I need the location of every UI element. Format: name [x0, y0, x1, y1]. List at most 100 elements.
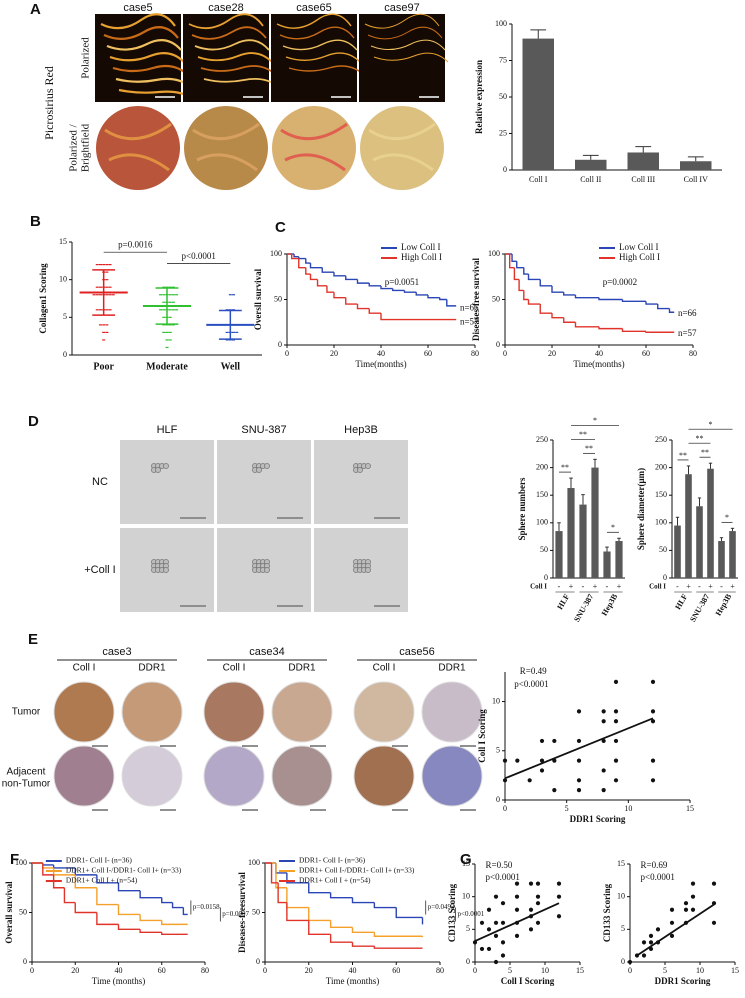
fiber	[197, 52, 273, 63]
annotation: R=0.50	[486, 860, 513, 870]
ihc-core	[271, 681, 333, 743]
x-tick-label: -	[720, 582, 723, 591]
data-point	[105, 279, 109, 281]
data-point	[111, 294, 115, 296]
fiber	[364, 13, 440, 29]
survival-step	[551, 313, 564, 319]
survival-step	[329, 920, 353, 929]
marker-label: DDR1	[138, 663, 166, 674]
data-point	[105, 309, 109, 311]
y-tick-label: 100	[15, 858, 27, 867]
data-point	[98, 294, 102, 296]
marker-label: DDR1	[438, 663, 466, 674]
fiber	[367, 26, 443, 40]
data-point	[228, 339, 232, 341]
y-tick-label: 10	[59, 274, 67, 283]
marker-label: Coll I	[373, 663, 396, 674]
row-label: Brightfield	[80, 123, 92, 172]
y-tick-label: 75	[499, 55, 507, 64]
survival-step	[380, 285, 393, 290]
data-point	[105, 324, 109, 326]
significance-label: *	[709, 420, 713, 429]
x-tick-label: 80	[436, 966, 444, 975]
legend-label: DDR1- Coll I- (n=36)	[66, 856, 133, 865]
tissue-texture	[104, 122, 172, 172]
row-label: non-Tumor	[2, 779, 51, 790]
data-point	[711, 881, 717, 886]
y-tick-label: 100	[270, 249, 282, 258]
survival-step	[139, 890, 162, 899]
data-point	[539, 738, 545, 744]
fiber	[285, 52, 361, 63]
x-tick-label: 80	[201, 966, 209, 975]
data-point	[159, 294, 163, 296]
data-point	[683, 907, 689, 912]
survival-step	[333, 272, 346, 277]
data-point	[576, 778, 582, 783]
data-point	[98, 324, 102, 326]
survival-step	[574, 322, 599, 328]
data-point	[95, 294, 99, 296]
x-tick-label: -	[582, 582, 585, 591]
fiber	[188, 13, 264, 30]
bar	[603, 551, 611, 578]
survival-step	[286, 902, 309, 922]
survival-step	[74, 902, 97, 914]
tissue-core	[272, 106, 356, 190]
data-point	[493, 959, 499, 965]
y-tick-label: 0	[466, 957, 470, 966]
y-tick-label: 15	[59, 237, 67, 246]
data-point	[95, 286, 99, 288]
data-point	[232, 294, 236, 296]
x-tick-label: Poor	[93, 361, 114, 372]
bar	[591, 467, 599, 578]
survival-step	[513, 267, 520, 281]
micrograph	[314, 440, 408, 524]
ihc-core	[353, 745, 415, 807]
x-tick-label: 0	[263, 966, 267, 975]
data-point	[641, 953, 647, 958]
y-tick-label: 5	[621, 924, 625, 933]
ihc-core	[203, 681, 265, 743]
y-tick-label: 0	[503, 165, 507, 174]
fiber	[109, 51, 185, 63]
data-point	[655, 927, 661, 932]
survival-step	[309, 263, 323, 269]
data-point	[683, 901, 689, 906]
survival-step	[275, 863, 287, 889]
data-point	[162, 286, 166, 288]
ihc-core	[271, 745, 333, 807]
data-point	[556, 881, 562, 886]
survival-step	[551, 285, 564, 293]
data-point	[95, 309, 99, 311]
x-tick-label: 20	[330, 349, 338, 358]
data-point	[225, 331, 229, 333]
image-label: case97	[384, 2, 419, 14]
data-point	[168, 339, 172, 341]
x-axis-label: Time (months)	[92, 976, 145, 986]
data-point	[514, 907, 520, 912]
y-tick-label: 0	[621, 957, 625, 966]
y-tick-label: 250	[655, 435, 667, 444]
panel-letter: D	[28, 413, 39, 430]
annotation: p=0.0051	[385, 277, 419, 287]
survival-step	[308, 920, 331, 935]
ihc-core	[53, 745, 115, 807]
data-point	[168, 331, 172, 333]
data-point	[92, 294, 96, 296]
x-tick-label: 5	[508, 966, 512, 975]
row-label: +Coll I	[84, 564, 116, 576]
x-tick-label: 0	[30, 966, 34, 975]
data-point	[690, 907, 696, 912]
legend-label: Low Coll I	[619, 242, 659, 252]
ihc-core	[121, 681, 183, 743]
image-label: case3	[102, 646, 131, 658]
bar	[555, 531, 563, 578]
data-point	[165, 324, 169, 326]
image-label: HLF	[157, 424, 178, 436]
ihc-core	[421, 681, 483, 743]
y-tick-label: 50	[274, 294, 282, 303]
survival-step	[309, 274, 318, 281]
y-tick-label: 0	[544, 573, 548, 582]
data-point	[102, 324, 106, 326]
